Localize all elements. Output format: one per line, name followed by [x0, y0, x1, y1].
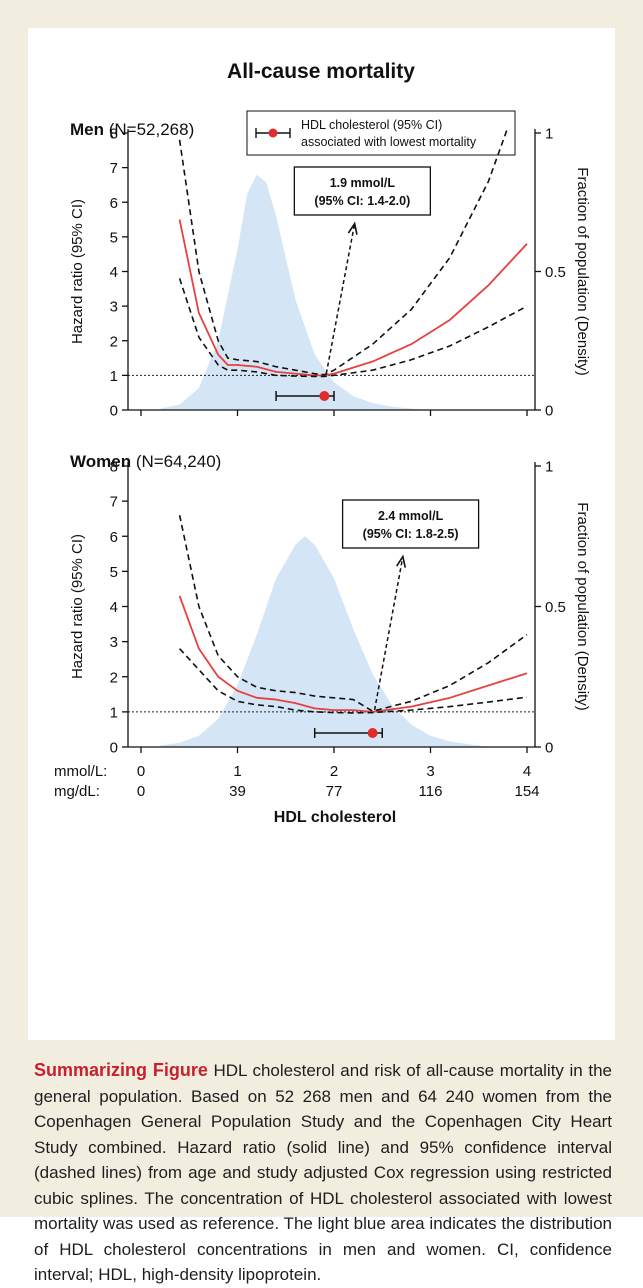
legend-box [246, 110, 516, 156]
women-y-tick-label: 6 [110, 529, 118, 546]
legend-text-line1: HDL cholesterol (95% CI) [301, 118, 442, 132]
x-axis-tick-labels: 0 1 2 3 4 0 39 77 116 154 [137, 763, 540, 800]
men-annotation-arrowhead [347, 221, 358, 235]
women-y-tick-label: 0 [110, 740, 118, 757]
men-y-tick-label: 7 [110, 160, 118, 177]
men-y-tick-label: 0 [110, 403, 118, 420]
men-series-group [178, 127, 528, 378]
women-panel-label: Women [70, 452, 131, 471]
men-annotation-value: 1.9 mmol/L [330, 176, 396, 190]
women-annotation-arrow [373, 557, 404, 711]
women-series-upper-ci [178, 515, 528, 712]
women-y-tick-label: 7 [110, 494, 118, 511]
men-lowest-marker [319, 391, 330, 401]
x-axis-mgdl-label: mg/dL: [54, 783, 100, 800]
caption-title: Summarizing Figure [34, 1060, 208, 1080]
women-series-group [178, 515, 528, 714]
figure-title: All-cause mortality [227, 60, 415, 83]
women-y-tick-label: 5 [110, 564, 118, 581]
women-y-tick-label: 2 [110, 669, 118, 686]
men-y-right-tick-label: 0 [545, 403, 553, 420]
women-annotation-box [341, 499, 480, 549]
x-tick-label-mmol: 2 [330, 763, 338, 780]
x-tick-label-mgdl: 39 [229, 783, 246, 800]
x-tick-label-mmol: 1 [233, 763, 241, 780]
x-tick-label-mmol: 3 [426, 763, 434, 780]
x-tick-label-mgdl: 116 [419, 783, 443, 800]
x-tick-label-mmol: 4 [523, 763, 531, 780]
men-panel-label: Men [70, 120, 104, 139]
men-y-tick-label: 1 [110, 368, 118, 385]
x-axis-title: HDL cholesterol [274, 809, 396, 826]
women-y-right-tick-label: 0.5 [545, 599, 566, 616]
men-y-tick-label: 3 [110, 299, 118, 316]
men-annotation-ci: (95% CI: 1.4-2.0) [314, 194, 410, 208]
men-density-area [160, 174, 431, 410]
women-y-right-tick-label: 1 [545, 459, 553, 476]
women-series-hazard-ratio [178, 595, 528, 713]
men-panel-heading: Men (N=52,268) [70, 120, 194, 139]
women-y-tick-label: 8 [110, 459, 118, 476]
women-chart: 0 1 2 3 4 5 6 7 8 0 0.5 1 Hazard ratio (95% CI) Fract… [69, 459, 591, 757]
caption-text: HDL cholesterol and risk of all-cause mo… [34, 1061, 612, 1284]
women-y-right-axis-title: Fraction of population (Density) [574, 502, 591, 710]
men-y-tick-label: 8 [110, 126, 118, 143]
men-y-right-tick-label: 1 [545, 126, 553, 143]
women-annotation-ci: (95% CI: 1.8-2.5) [363, 527, 459, 541]
men-series-upper-ci [178, 127, 509, 376]
men-chart: 0 1 2 3 4 5 6 7 8 0 0.5 1 Hazard ratio (95% CI) Fract… [69, 126, 591, 420]
men-series-hazard-ratio [178, 219, 528, 377]
x-axis-mmol-label: mmol/L: [54, 763, 107, 780]
legend-marker [268, 128, 278, 138]
x-tick-label-mgdl: 0 [137, 783, 145, 800]
women-annotation-value: 2.4 mmol/L [378, 509, 444, 523]
women-panel-heading: Women (N=64,240) [70, 452, 221, 471]
x-tick-label-mgdl: 77 [326, 783, 343, 800]
x-tick-label-mgdl: 154 [514, 783, 539, 800]
women-y-right-tick-label: 0 [545, 740, 553, 757]
men-y-tick-label: 2 [110, 333, 118, 350]
women-y-axis-title: Hazard ratio (95% CI) [69, 534, 86, 679]
figure-canvas: All-cause mortality Men (N=52,268) HDL c… [28, 28, 615, 1040]
women-density-area [160, 536, 489, 747]
women-lowest-marker [367, 728, 378, 738]
x-tick-label-mmol: 0 [137, 763, 145, 780]
men-y-right-tick-label: 0.5 [545, 264, 566, 281]
men-y-right-axis-title: Fraction of population (Density) [574, 167, 591, 375]
men-y-tick-label: 6 [110, 195, 118, 212]
women-y-tick-label: 4 [110, 599, 118, 616]
women-y-tick-label: 3 [110, 634, 118, 651]
figure-caption: Summarizing Figure HDL cholesterol and r… [34, 1058, 612, 1288]
legend-text-line2: associated with lowest mortality [301, 135, 477, 149]
women-y-tick-label: 1 [110, 704, 118, 721]
men-y-axis-title: Hazard ratio (95% CI) [69, 199, 86, 344]
women-annotation-arrowhead [396, 554, 407, 568]
women-series-lower-ci [179, 648, 528, 714]
women-panel-n: (N=64,240) [136, 452, 222, 471]
men-panel-n: (N=52,268) [109, 120, 195, 139]
men-series-lower-ci [178, 278, 528, 378]
men-y-tick-label: 5 [110, 229, 118, 246]
men-annotation-box [293, 166, 432, 216]
legend: HDL cholesterol (95% CI) associated with… [246, 110, 516, 156]
men-y-tick-label: 4 [110, 264, 118, 281]
